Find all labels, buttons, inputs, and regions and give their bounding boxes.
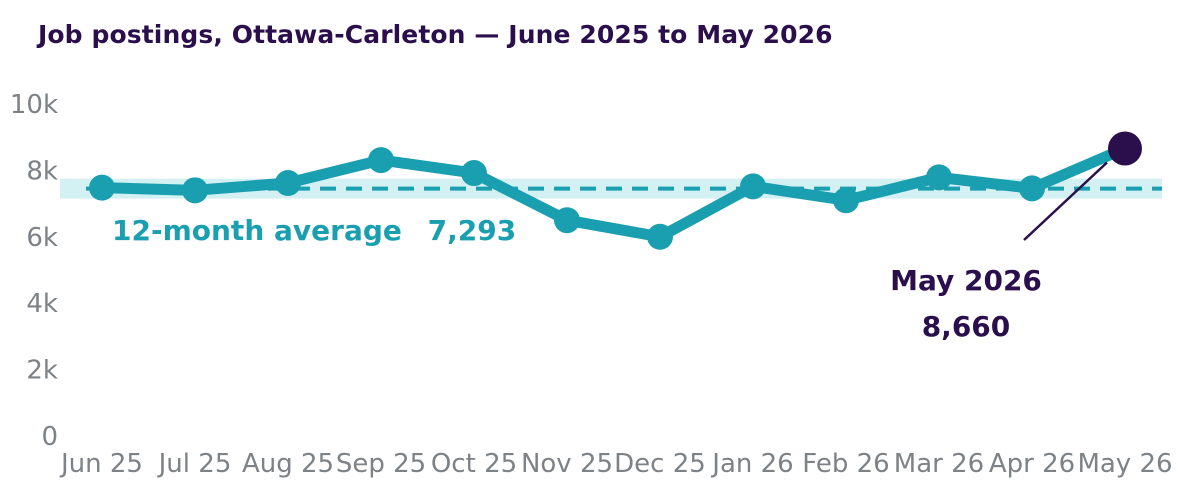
x-tick-label: Nov 25: [521, 449, 613, 479]
average-value-text: 7,293: [428, 214, 517, 247]
data-point: [89, 174, 115, 201]
y-tick-label: 10k: [10, 90, 58, 120]
data-point: [461, 160, 487, 187]
chart-title: Job postings, Ottawa-Carleton — June 202…: [38, 20, 833, 49]
data-point: [1019, 175, 1045, 202]
series-line: [96, 142, 1131, 243]
average-label: 12-month average 7,293: [112, 214, 516, 247]
data-point: [368, 147, 394, 174]
x-tick-label: Aug 25: [242, 449, 334, 479]
data-point: [182, 177, 208, 204]
annotation-value: 8,660: [922, 310, 1011, 343]
x-tick-label: Sep 25: [336, 449, 426, 479]
data-point: [275, 170, 301, 197]
y-tick-label: 6k: [26, 223, 58, 253]
average-label-text: 12-month average: [112, 214, 402, 247]
x-tick-label: Jun 25: [59, 449, 143, 479]
x-tick-label: Feb 26: [802, 449, 889, 479]
annotation-leader-line: [1023, 161, 1108, 241]
x-tick-label: Oct 25: [431, 449, 517, 479]
x-tick-label: Apr 26: [989, 449, 1075, 479]
x-tick-label: Mar 26: [894, 449, 984, 479]
annotation-label: May 2026: [890, 264, 1042, 297]
y-tick-label: 8k: [26, 156, 58, 186]
data-point: [740, 173, 766, 200]
data-point: [926, 164, 952, 191]
y-tick-label: 2k: [26, 356, 58, 386]
x-tick-label: Dec 25: [614, 449, 706, 479]
x-tick-label: Jan 26: [710, 449, 793, 479]
y-tick-label: 4k: [26, 289, 58, 319]
x-tick-label: Jul 25: [157, 449, 232, 479]
x-tick-label: May 26: [1077, 449, 1172, 479]
y-tick-label: 0: [41, 422, 58, 452]
data-point: [554, 207, 580, 234]
highlight-point: [1108, 131, 1142, 166]
data-point: [833, 187, 859, 214]
data-point: [647, 223, 673, 250]
